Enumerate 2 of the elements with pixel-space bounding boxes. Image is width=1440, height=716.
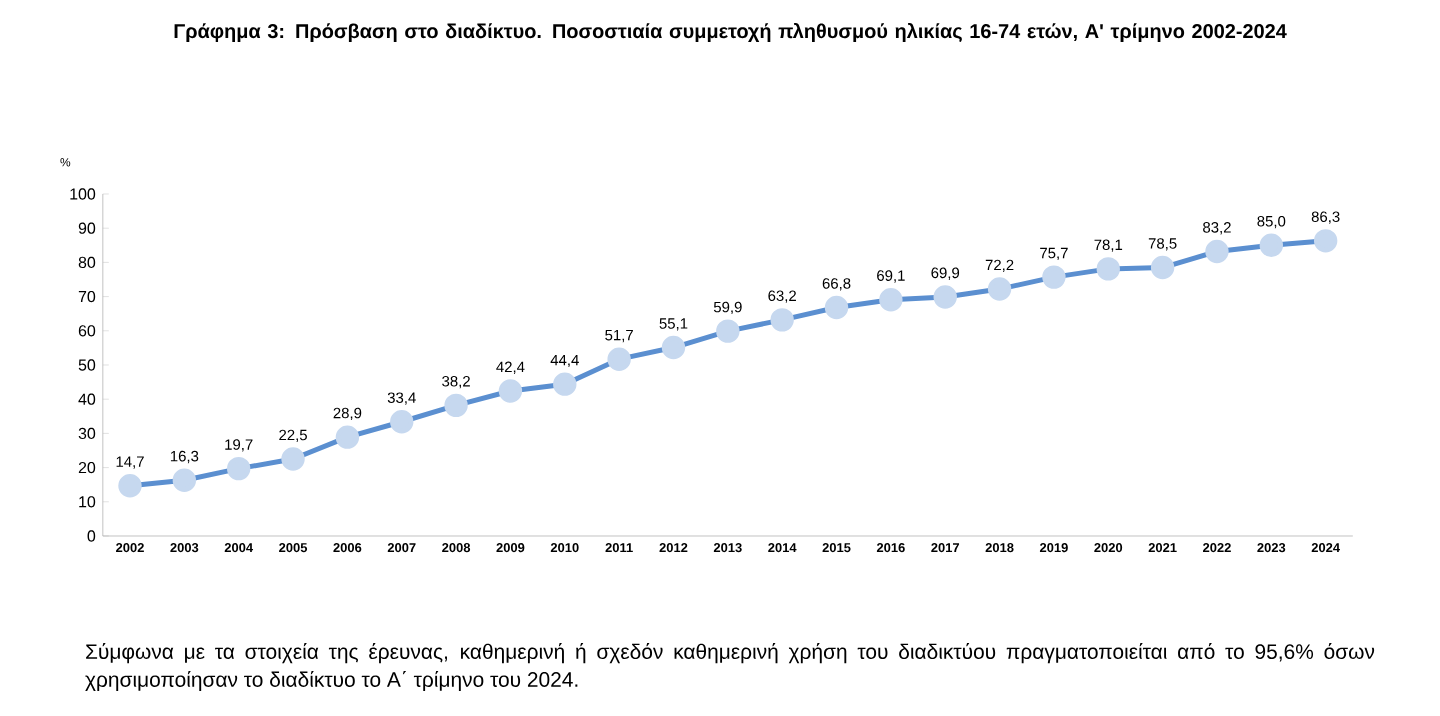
text: Σύμφωνα με τα στοιχεία της έρευνας, καθημερινή ή σχεδόν καθημερινή χρήση του διαδικτύου πραγματοποιείται από το 95,6% όσων χρησιμοποίησαν το διαδίκτυο το Α΄ τρίμηνο του 2024. [85, 643, 1375, 692]
chart-title: Γράφημα 3: Πρόσβαση στο διαδίκτυο. Ποσοστιαία συμμετοχή πληθυσμού ηλικίας 16-74 ετών, Α' τρίμηνο 2002-2024 [174, 23, 1287, 43]
